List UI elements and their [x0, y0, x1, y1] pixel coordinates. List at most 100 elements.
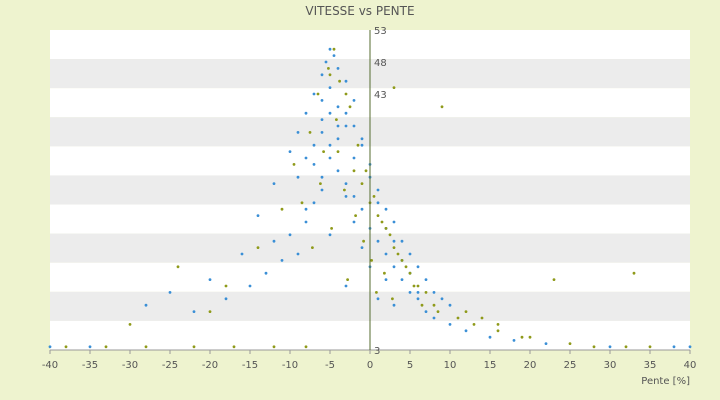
data-point	[416, 297, 420, 301]
data-point	[360, 182, 364, 186]
data-point	[384, 207, 388, 211]
data-point	[392, 220, 396, 224]
data-point	[338, 79, 341, 83]
data-point	[432, 303, 436, 307]
data-point	[312, 201, 316, 205]
data-point	[528, 335, 532, 339]
data-point	[624, 345, 628, 349]
data-point	[344, 284, 348, 288]
data-point	[288, 233, 292, 237]
x-tick-label: 5	[407, 360, 413, 371]
y-tick-label: 3	[374, 346, 380, 357]
data-point	[456, 316, 460, 320]
data-point	[464, 310, 468, 313]
data-point	[376, 297, 380, 301]
data-point	[376, 214, 380, 218]
data-point	[496, 329, 500, 333]
data-point	[372, 195, 376, 198]
data-point	[544, 342, 548, 345]
data-point	[288, 150, 292, 154]
data-point	[304, 111, 308, 115]
data-point	[336, 124, 340, 128]
data-point	[362, 239, 365, 243]
x-tick-label: 10	[444, 360, 457, 371]
data-point	[648, 345, 652, 349]
data-point	[332, 54, 336, 57]
data-point	[344, 92, 348, 96]
data-point	[208, 278, 212, 281]
data-point	[384, 278, 388, 281]
data-point	[408, 291, 412, 294]
x-tick-label: 40	[684, 360, 697, 371]
data-point	[376, 188, 380, 192]
data-point	[335, 118, 338, 121]
data-point	[384, 227, 388, 230]
data-point	[324, 60, 328, 64]
data-point	[104, 345, 108, 349]
data-point	[424, 310, 428, 313]
data-point	[232, 345, 236, 349]
data-point	[280, 259, 284, 262]
data-point	[308, 131, 312, 134]
x-axis-label: Pente [%]	[641, 376, 690, 387]
data-point	[316, 92, 320, 96]
data-point	[320, 188, 324, 192]
x-tick-label: -25	[162, 360, 178, 371]
x-tick-label: -30	[122, 360, 138, 371]
data-point	[392, 86, 396, 89]
data-point	[364, 169, 368, 173]
data-point	[176, 265, 180, 269]
data-point	[312, 92, 316, 96]
data-point	[336, 67, 340, 70]
data-point	[296, 131, 300, 134]
x-tick-label: -20	[202, 360, 218, 371]
x-tick-label: 0	[367, 360, 373, 371]
data-point	[360, 207, 364, 211]
x-tick-label: -35	[82, 360, 98, 371]
data-point	[388, 233, 392, 237]
data-point	[396, 252, 400, 256]
data-point	[552, 278, 556, 281]
data-point	[416, 291, 420, 294]
data-point	[432, 316, 436, 320]
data-point	[352, 169, 356, 173]
x-tick-label: 20	[524, 360, 537, 371]
data-point	[320, 131, 324, 134]
data-point	[344, 195, 348, 198]
data-point	[488, 335, 492, 339]
data-point	[328, 143, 332, 147]
data-point	[352, 99, 356, 102]
data-point	[344, 182, 348, 186]
data-point	[400, 278, 404, 281]
data-point	[144, 303, 148, 307]
data-point	[327, 67, 330, 70]
data-point	[672, 345, 676, 349]
data-point	[480, 316, 484, 320]
data-point	[408, 271, 412, 275]
data-point	[688, 345, 692, 349]
series-a-points	[48, 47, 692, 349]
data-point	[436, 310, 440, 313]
data-point	[383, 271, 386, 275]
data-point	[448, 303, 452, 307]
data-point	[320, 73, 324, 77]
data-point	[400, 259, 404, 262]
data-point	[496, 323, 500, 326]
data-point	[440, 105, 444, 109]
y-tick-label: 43	[374, 90, 387, 101]
x-tick-label: 30	[604, 360, 617, 371]
data-point	[328, 233, 332, 237]
data-point	[128, 323, 132, 326]
data-point	[375, 291, 378, 294]
data-point	[404, 265, 408, 269]
data-point	[568, 342, 572, 345]
x-tick-label: -5	[325, 360, 335, 371]
data-point	[48, 345, 52, 349]
data-point	[88, 345, 92, 349]
x-tick-label: -15	[242, 360, 258, 371]
data-point	[344, 111, 348, 115]
data-point	[352, 195, 356, 198]
data-point	[376, 201, 380, 205]
data-point	[311, 246, 314, 250]
